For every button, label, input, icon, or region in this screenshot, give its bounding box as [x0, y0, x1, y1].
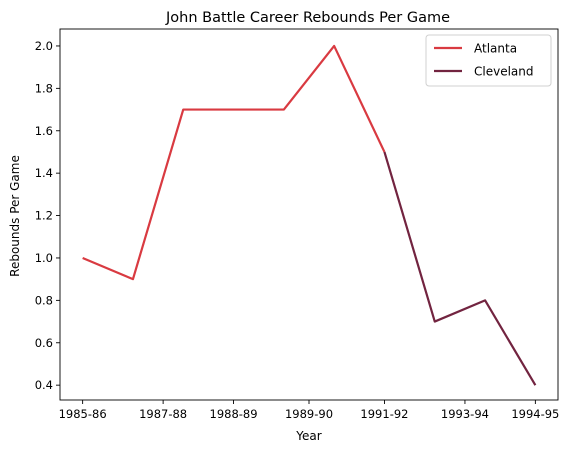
series-line-atlanta	[82, 44, 386, 281]
legend-label-cleveland: Cleveland	[474, 65, 534, 79]
y-tick-label: 1.8	[35, 81, 53, 95]
y-tick-label: 0.6	[35, 336, 53, 350]
x-tick-label: 1991-92	[360, 407, 408, 421]
y-tick-label: 2.0	[35, 39, 53, 53]
y-axis-label: Rebounds Per Game	[8, 155, 22, 277]
x-tick-label: 1987-88	[139, 407, 187, 421]
chart-title: John Battle Career Rebounds Per Game	[165, 10, 450, 26]
legend: Atlanta Cleveland	[425, 34, 552, 87]
series-line-cleveland	[383, 151, 537, 386]
y-tick-label: 1.0	[35, 251, 53, 265]
y-tick-label: 0.8	[35, 293, 53, 307]
y-tick-label: 1.6	[35, 124, 53, 138]
x-tick-label: 1988-89	[210, 407, 258, 421]
x-axis-label: Year	[295, 429, 321, 443]
y-tick-label: 1.2	[35, 209, 53, 223]
y-tick-label: 1.4	[35, 166, 53, 180]
legend-label-atlanta: Atlanta	[474, 42, 517, 56]
x-tick-label: 1994-95	[511, 407, 559, 421]
x-tick-label: 1993-94	[441, 407, 489, 421]
x-tick-label: 1985-86	[59, 407, 107, 421]
plot-area: 0.4 0.6 0.8 1.0 1.2 1.4 1.6 1.8 2.0 1985-86 1987-8…	[35, 28, 559, 421]
y-tick-label: 0.4	[35, 378, 53, 392]
x-tick-label: 1989-90	[285, 407, 333, 421]
